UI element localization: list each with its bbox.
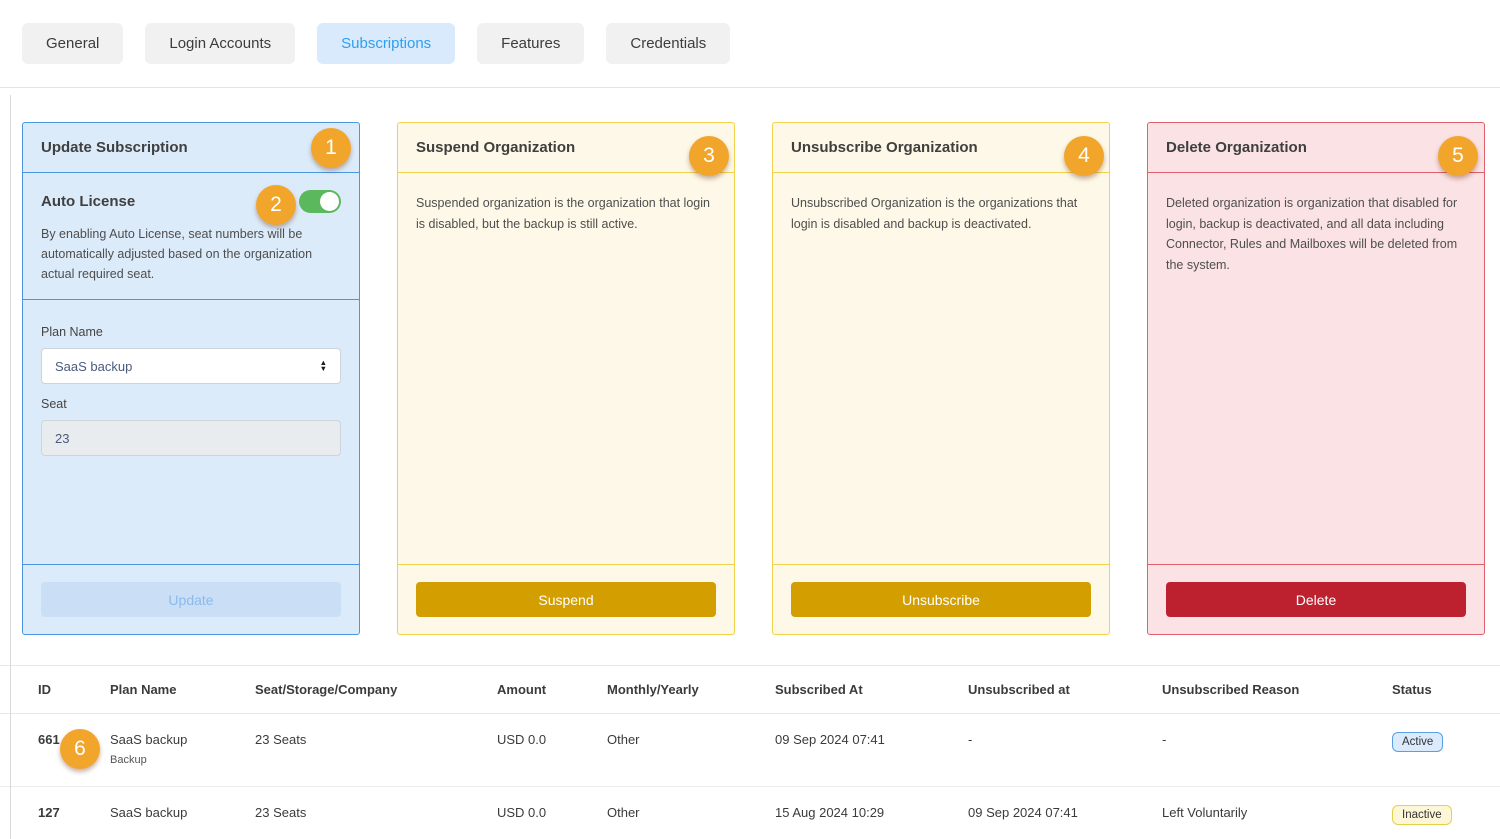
auto-license-label: Auto License — [41, 193, 136, 210]
row-subscribed-at: 09 Sep 2024 07:41 — [775, 713, 968, 787]
subscriptions-table: ID Plan Name Seat/Storage/Company Amount… — [0, 665, 1500, 839]
row-seat: 23 Seats — [255, 786, 497, 839]
col-unsubscribed-at: Unsubscribed at — [968, 665, 1162, 714]
tab-credentials[interactable]: Credentials — [606, 23, 731, 64]
plan-name: SaaS backup — [110, 732, 188, 747]
subscription-form: Plan Name SaaS backup ▲ ▼ Seat — [23, 300, 359, 564]
col-plan-name: Plan Name — [110, 665, 255, 714]
delete-button[interactable]: Delete — [1166, 582, 1466, 617]
delete-organization-title: Delete Organization — [1148, 123, 1484, 173]
toggle-knob — [320, 192, 339, 211]
auto-license-toggle[interactable] — [299, 190, 341, 213]
suspend-organization-title: Suspend Organization — [398, 123, 734, 173]
annotation-badge-3: 3 — [689, 136, 729, 176]
col-amount: Amount — [497, 665, 607, 714]
tab-login-accounts[interactable]: Login Accounts — [145, 23, 296, 64]
table-header-row: ID Plan Name Seat/Storage/Company Amount… — [0, 665, 1500, 714]
seat-input — [41, 420, 341, 456]
update-subscription-title: Update Subscription — [23, 123, 359, 173]
plan-select-value: SaaS backup — [55, 358, 133, 374]
tab-features[interactable]: Features — [477, 23, 585, 64]
col-monthly-yearly: Monthly/Yearly — [607, 665, 775, 714]
update-button: Update — [41, 582, 341, 617]
delete-organization-description: Deleted organization is organization tha… — [1166, 196, 1458, 272]
col-status: Status — [1392, 665, 1500, 714]
tab-subscriptions[interactable]: Subscriptions — [317, 23, 456, 64]
status-badge: Active — [1392, 732, 1444, 752]
row-unsubscribed-reason: Left Voluntarily — [1162, 786, 1392, 839]
update-subscription-card: 1 2 Update Subscription Auto License By … — [22, 122, 360, 635]
plan-name-label: Plan Name — [41, 325, 103, 339]
auto-license-description: By enabling Auto License, seat numbers w… — [41, 227, 313, 281]
annotation-badge-2: 2 — [256, 185, 296, 225]
unsubscribe-organization-description: Unsubscribed Organization is the organiz… — [791, 196, 1078, 231]
unsubscribe-organization-card: 4 Unsubscribe Organization Unsubscribed … — [772, 122, 1110, 635]
col-unsubscribed-reason: Unsubscribed Reason — [1162, 665, 1392, 714]
row-unsubscribed-at: 09 Sep 2024 07:41 — [968, 786, 1162, 839]
table-row: 127 SaaS backup 23 Seats USD 0.0 Other 1… — [0, 786, 1500, 839]
table-row: 661 SaaS backup Backup 23 Seats USD 0.0 … — [0, 713, 1500, 787]
row-id: 661 — [0, 713, 110, 787]
unsubscribe-button[interactable]: Unsubscribe — [791, 582, 1091, 617]
plan-name: SaaS backup — [110, 805, 188, 820]
annotation-badge-1: 1 — [311, 128, 351, 168]
row-cycle: Other — [607, 786, 775, 839]
auto-license-section: Auto License By enabling Auto License, s… — [23, 173, 359, 300]
status-badge: Inactive — [1392, 805, 1452, 825]
col-id: ID — [0, 665, 110, 714]
row-plan: SaaS backup Backup — [110, 713, 255, 787]
delete-organization-card: 5 Delete Organization Deleted organizati… — [1147, 122, 1485, 635]
row-amount: USD 0.0 — [497, 713, 607, 787]
tab-general[interactable]: General — [22, 23, 124, 64]
seat-label: Seat — [41, 397, 67, 411]
col-seat-storage-company: Seat/Storage/Company — [255, 665, 497, 714]
suspend-organization-card: 3 Suspend Organization Suspended organiz… — [397, 122, 735, 635]
row-plan: SaaS backup — [110, 786, 255, 839]
row-unsubscribed-reason: - — [1162, 713, 1392, 787]
unsubscribe-organization-title: Unsubscribe Organization — [773, 123, 1109, 173]
row-cycle: Other — [607, 713, 775, 787]
tab-bar: General Login Accounts Subscriptions Fea… — [0, 0, 1500, 88]
annotation-badge-6: 6 — [60, 729, 100, 769]
row-unsubscribed-at: - — [968, 713, 1162, 787]
annotation-badge-5: 5 — [1438, 136, 1478, 176]
plan-sub-label: Backup — [110, 754, 147, 766]
col-subscribed-at: Subscribed At — [775, 665, 968, 714]
row-id: 127 — [0, 786, 110, 839]
row-subscribed-at: 15 Aug 2024 10:29 — [775, 786, 968, 839]
select-arrows-icon: ▲ ▼ — [319, 357, 327, 373]
plan-select[interactable]: SaaS backup ▲ ▼ — [41, 348, 341, 384]
annotation-badge-4: 4 — [1064, 136, 1104, 176]
content-left-border — [10, 95, 11, 839]
suspend-button[interactable]: Suspend — [416, 582, 716, 617]
action-cards-row: 1 2 Update Subscription Auto License By … — [0, 122, 1500, 635]
suspend-organization-description: Suspended organization is the organizati… — [416, 196, 710, 231]
row-seat: 23 Seats — [255, 713, 497, 787]
row-amount: USD 0.0 — [497, 786, 607, 839]
